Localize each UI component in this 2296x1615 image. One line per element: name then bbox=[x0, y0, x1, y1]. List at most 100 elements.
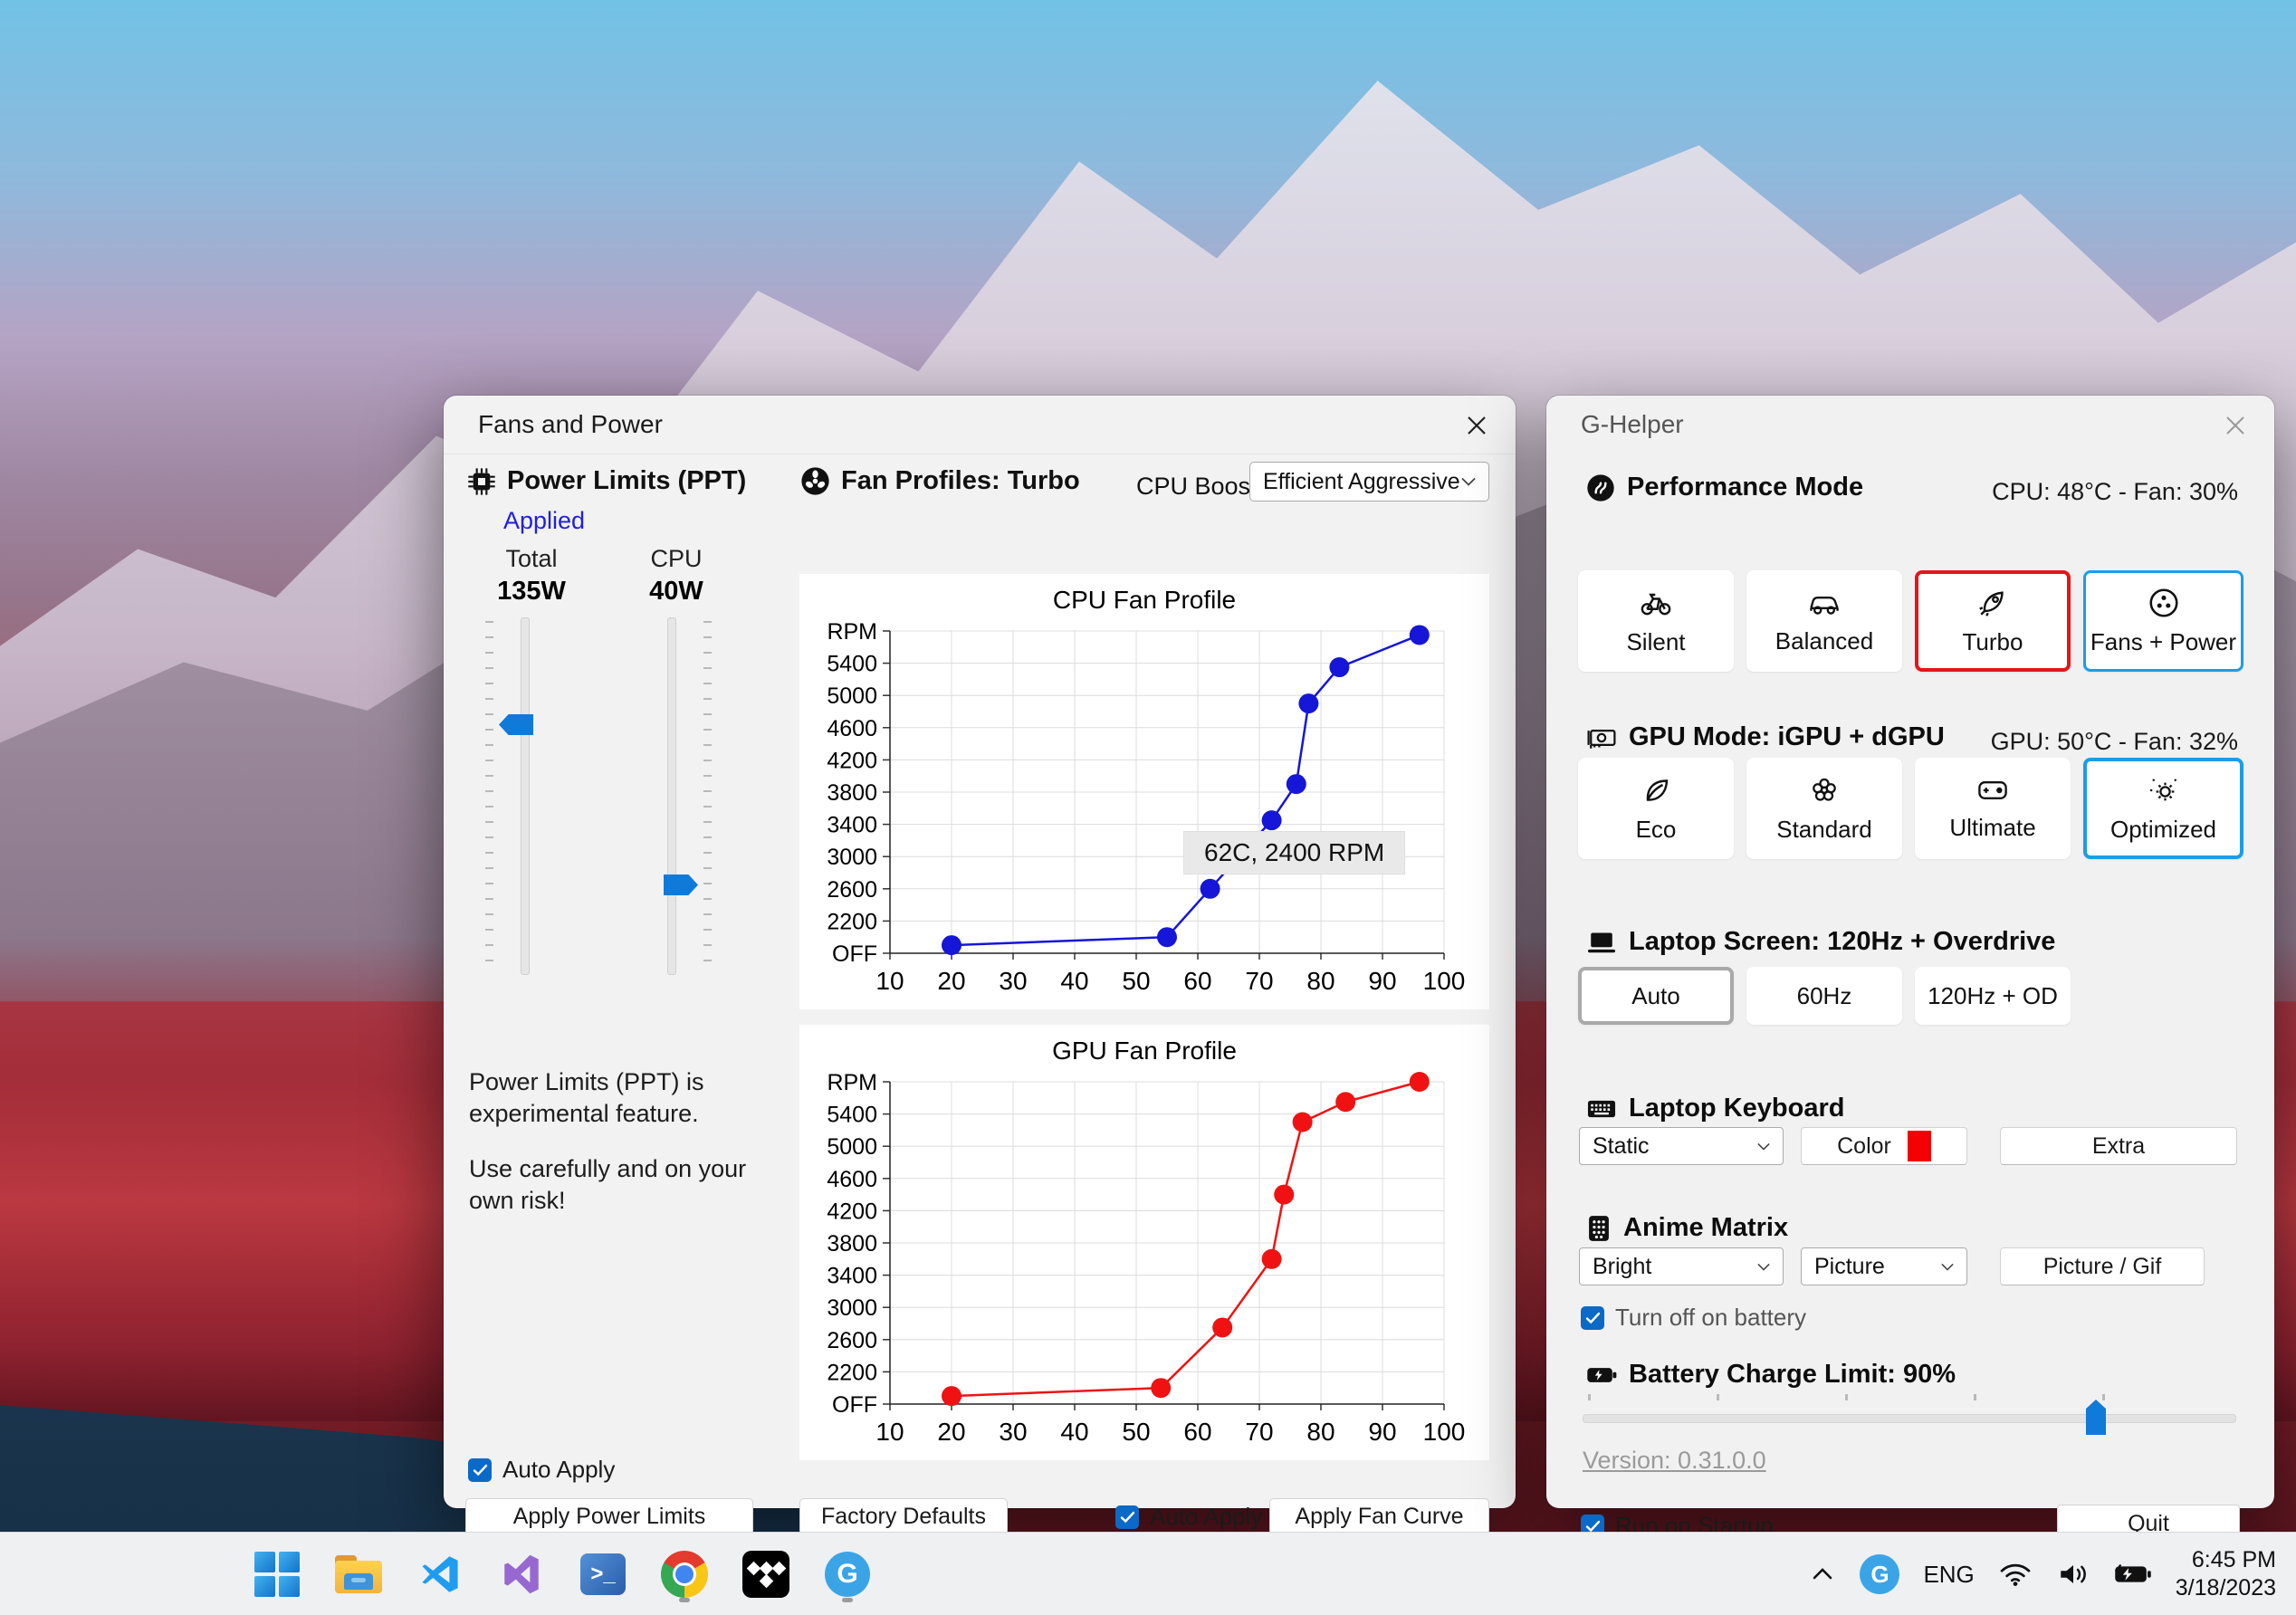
svg-text:30: 30 bbox=[999, 967, 1027, 995]
taskbar-clock[interactable]: 6:45 PM 3/18/2023 bbox=[2176, 1546, 2276, 1602]
power-auto-apply[interactable]: Auto Apply bbox=[468, 1456, 615, 1484]
chevron-down-icon bbox=[1757, 1142, 1770, 1151]
svg-text:2600: 2600 bbox=[827, 1328, 877, 1353]
gpu-fan-chart-svg[interactable]: 10 20 30 40 50 60 70 80 90 100 OFF 2200 2600 3000 3400… bbox=[799, 1025, 1489, 1460]
screen-option-120hz-od[interactable]: 120Hz + OD bbox=[1915, 967, 2071, 1025]
gamepad-icon bbox=[1978, 780, 2007, 799]
keyboard-mode-value: Static bbox=[1593, 1132, 1650, 1159]
gpu-mode-standard[interactable]: Standard bbox=[1746, 758, 1902, 859]
gpu-fan-chart[interactable]: 10 20 30 40 50 60 70 80 90 100 OFF 2200 2600 3000 3400… bbox=[799, 1025, 1489, 1460]
slider-track[interactable] bbox=[521, 617, 530, 975]
svg-text:CPU Fan Profile: CPU Fan Profile bbox=[1053, 586, 1236, 614]
gpu-mode-optimized[interactable]: Optimized bbox=[2083, 758, 2243, 859]
keyboard-color-button[interactable]: Color bbox=[1801, 1127, 1967, 1165]
slider-track[interactable] bbox=[667, 617, 676, 975]
svg-text:5400: 5400 bbox=[827, 1103, 877, 1128]
screen-option-auto[interactable]: Auto bbox=[1578, 967, 1734, 1025]
total-power-value: 135W bbox=[497, 577, 566, 606]
anime-brightness-select[interactable]: Bright bbox=[1579, 1247, 1784, 1285]
fan-outline-icon bbox=[2148, 588, 2178, 617]
apply-fan-curve-button[interactable]: Apply Fan Curve bbox=[1269, 1498, 1489, 1535]
tray-chevron-icon[interactable] bbox=[1809, 1565, 1836, 1583]
total-power-slider[interactable] bbox=[485, 617, 543, 975]
start-button[interactable] bbox=[252, 1544, 302, 1604]
cpu-fan-chart[interactable]: 10 20 30 40 50 60 70 80 90 100 OFF 2200 2600 3000 3400… bbox=[799, 574, 1489, 1009]
fans-window-titlebar[interactable]: Fans and Power bbox=[444, 396, 1516, 454]
fan-profiles-header: Fan Profiles: Turbo bbox=[800, 466, 1080, 496]
cpu-fan-chart-svg[interactable]: 10 20 30 40 50 60 70 80 90 100 OFF 2200 2600 3000 3400… bbox=[799, 574, 1489, 1009]
svg-text:70: 70 bbox=[1245, 967, 1273, 995]
laptop-screen-header: Laptop Screen: 120Hz + Overdrive bbox=[1586, 927, 2055, 957]
volume-icon[interactable] bbox=[2056, 1561, 2090, 1588]
ghelper-close-button[interactable] bbox=[2218, 408, 2253, 443]
checkbox-checked-icon[interactable] bbox=[468, 1457, 492, 1482]
ghelper-taskbar-button[interactable]: G bbox=[822, 1544, 873, 1604]
anime-mode-select[interactable]: Picture bbox=[1801, 1247, 1967, 1285]
svg-text:40: 40 bbox=[1060, 967, 1088, 995]
windows-start-icon bbox=[254, 1552, 300, 1597]
fans-auto-apply[interactable]: Auto Apply bbox=[1115, 1503, 1262, 1531]
perf-mode-silent[interactable]: Silent bbox=[1578, 570, 1734, 672]
svg-text:RPM: RPM bbox=[827, 1070, 877, 1095]
cpu-power-value: 40W bbox=[649, 577, 703, 606]
checkbox-checked-icon[interactable] bbox=[1115, 1505, 1139, 1529]
chrome-button[interactable] bbox=[659, 1544, 710, 1604]
battery-slider-thumb[interactable] bbox=[2086, 1400, 2106, 1435]
gpu-mode-header: GPU Mode: iGPU + dGPU bbox=[1586, 722, 1945, 752]
battery-slider-track[interactable] bbox=[1583, 1414, 2236, 1423]
perf-mode-turbo[interactable]: Turbo bbox=[1915, 570, 2071, 672]
laptop-icon bbox=[1587, 932, 1616, 952]
anime-picture-gif-button[interactable]: Picture / Gif bbox=[2000, 1247, 2205, 1285]
svg-text:OFF: OFF bbox=[832, 1392, 877, 1418]
keyboard-mode-select[interactable]: Static bbox=[1579, 1127, 1784, 1165]
gpu-mode-ultimate[interactable]: Ultimate bbox=[1915, 758, 2071, 859]
slider-ticks bbox=[485, 621, 493, 971]
factory-defaults-button[interactable]: Factory Defaults bbox=[799, 1498, 1008, 1535]
cpu-boost-select[interactable]: Efficient Aggressive bbox=[1249, 462, 1489, 502]
cpu-power-label: CPU 40W bbox=[617, 545, 735, 607]
svg-text:60: 60 bbox=[1183, 967, 1211, 995]
tidal-button[interactable] bbox=[741, 1544, 791, 1604]
svg-text:5000: 5000 bbox=[827, 1134, 877, 1160]
svg-text:OFF: OFF bbox=[832, 941, 877, 967]
vscode-button[interactable] bbox=[415, 1544, 465, 1604]
svg-text:100: 100 bbox=[1423, 1418, 1466, 1446]
gpu-mode-eco[interactable]: Eco bbox=[1578, 758, 1734, 859]
battery-tray-icon[interactable] bbox=[2114, 1562, 2152, 1587]
fans-window-title: Fans and Power bbox=[478, 410, 663, 438]
anime-battery-checkbox[interactable]: Turn off on battery bbox=[1581, 1304, 1806, 1332]
wifi-icon[interactable] bbox=[1998, 1561, 2033, 1588]
powershell-button[interactable]: >_ bbox=[578, 1544, 628, 1604]
version-link[interactable]: Version: 0.31.0.0 bbox=[1583, 1447, 1766, 1474]
svg-text:5000: 5000 bbox=[827, 683, 877, 709]
file-explorer-button[interactable] bbox=[333, 1544, 384, 1604]
applied-link[interactable]: Applied bbox=[503, 507, 586, 534]
apply-power-limits-button[interactable]: Apply Power Limits bbox=[465, 1498, 753, 1535]
perf-mode-fans-power[interactable]: Fans + Power bbox=[2083, 570, 2243, 672]
screen-option-60hz[interactable]: 60Hz bbox=[1746, 967, 1902, 1025]
battery-limit-header: Battery Charge Limit: 90% bbox=[1586, 1360, 1956, 1390]
fans-window-close-button[interactable] bbox=[1459, 408, 1494, 443]
total-slider-thumb[interactable] bbox=[499, 714, 533, 735]
keyboard-extra-button[interactable]: Extra bbox=[2000, 1127, 2237, 1165]
svg-text:50: 50 bbox=[1122, 1418, 1150, 1446]
language-indicator[interactable]: ENG bbox=[1923, 1560, 1975, 1588]
taskbar: >_ G bbox=[0, 1532, 2296, 1615]
ghelper-window: G-Helper Performance Mode CPU: 48°C - Fa… bbox=[1546, 396, 2274, 1543]
checkbox-checked-icon[interactable] bbox=[1581, 1305, 1604, 1330]
svg-text:90: 90 bbox=[1368, 1418, 1396, 1446]
visual-studio-button[interactable] bbox=[496, 1544, 547, 1604]
cpu-power-slider[interactable] bbox=[654, 617, 712, 975]
anime-mode-value: Picture bbox=[1814, 1253, 1885, 1279]
ppt-warning-text: Power Limits (PPT) is experimental featu… bbox=[469, 1066, 768, 1217]
tray-ghelper-icon[interactable]: G bbox=[1860, 1554, 1900, 1594]
perf-mode-balanced[interactable]: Balanced bbox=[1746, 570, 1902, 672]
svg-text:4600: 4600 bbox=[827, 716, 877, 741]
car-icon bbox=[1810, 596, 1839, 615]
cpu-slider-thumb[interactable] bbox=[664, 874, 698, 895]
svg-text:3000: 3000 bbox=[827, 1295, 877, 1321]
running-indicator bbox=[842, 1598, 853, 1602]
close-icon bbox=[1468, 416, 1486, 435]
ghelper-titlebar[interactable]: G-Helper bbox=[1546, 396, 2274, 454]
svg-text:4600: 4600 bbox=[827, 1167, 877, 1192]
